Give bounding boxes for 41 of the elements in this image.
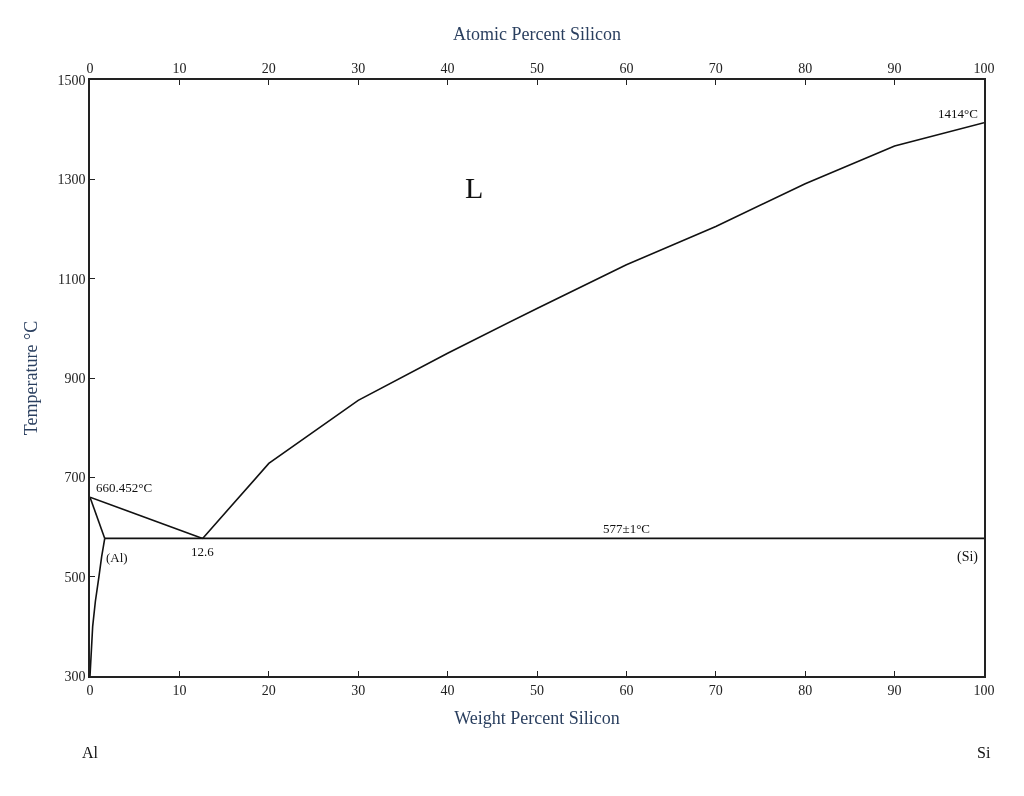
x-tick-label: 80 xyxy=(798,60,813,76)
text: Si xyxy=(977,744,991,761)
x2-tick-label: 30 xyxy=(351,682,366,698)
x-tick-label: 20 xyxy=(261,60,276,76)
x2-tick-label: 100 xyxy=(973,682,995,698)
x-tick-label: 70 xyxy=(708,60,723,76)
annotation: (Al) xyxy=(106,550,128,565)
x-tick-label: 100 xyxy=(973,60,995,76)
x2-tick-label: 60 xyxy=(619,682,634,698)
x-tick-label: 10 xyxy=(172,60,187,76)
y-tick-label: 900 xyxy=(64,370,86,386)
x2-tick-label: 80 xyxy=(798,682,813,698)
x-tick-label: 40 xyxy=(440,60,455,76)
x2-tick-label: 10 xyxy=(172,682,187,698)
x2-tick-label: 70 xyxy=(708,682,723,698)
annotation: L xyxy=(465,171,484,204)
x2-tick-label: 50 xyxy=(530,682,544,698)
annotation: 660.452°C xyxy=(96,480,153,495)
annotation: (Si) xyxy=(957,549,979,565)
x-tick-label: 30 xyxy=(351,60,366,76)
x2-tick-label: 20 xyxy=(261,682,276,698)
x2-axis-title: Atomic Percent Silicon xyxy=(453,24,621,45)
text: Al xyxy=(82,744,99,761)
y-tick-label: 1500 xyxy=(57,72,86,88)
annotation: 1414°C xyxy=(938,106,978,121)
x2-tick-label: 90 xyxy=(887,682,902,698)
y-tick-label: 700 xyxy=(64,470,86,486)
x-tick-label: 90 xyxy=(887,60,902,76)
y-tick-label: 1100 xyxy=(57,271,86,287)
y-tick-label: 500 xyxy=(64,569,86,585)
x-axis-title: Weight Percent Silicon xyxy=(454,708,620,729)
y-axis-title: Temperature °C xyxy=(21,320,42,436)
x-tick-label: 0 xyxy=(86,60,94,76)
annotation: 12.6 xyxy=(191,544,215,559)
x-tick-label: 60 xyxy=(619,60,634,76)
x2-tick-label: 40 xyxy=(440,682,455,698)
y-tick-label: 300 xyxy=(64,668,86,684)
x-tick-label: 50 xyxy=(530,60,544,76)
y-tick-label: 1300 xyxy=(57,172,86,188)
x2-tick-label: 0 xyxy=(86,682,94,698)
annotation: 577±1°C xyxy=(603,521,651,536)
